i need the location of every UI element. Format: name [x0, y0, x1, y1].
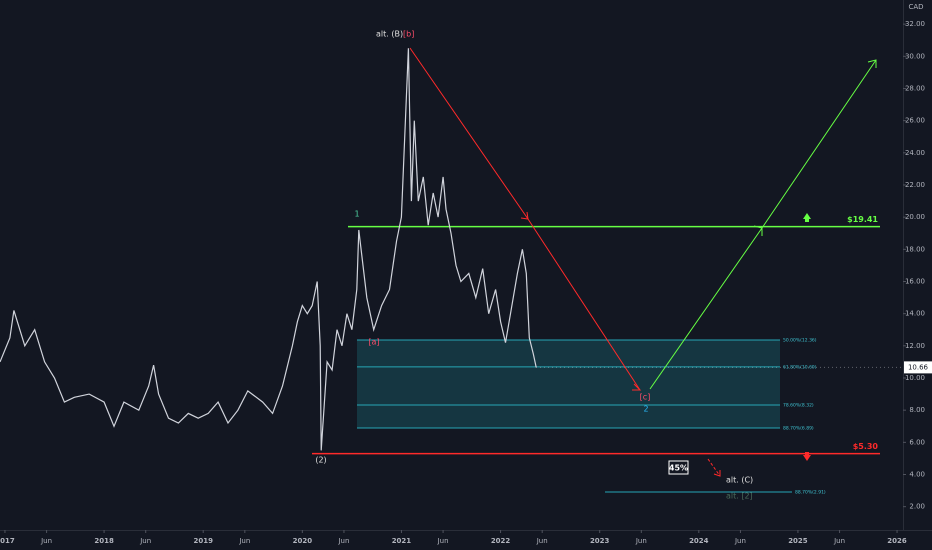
annotation: 1 [354, 210, 359, 219]
y-tick-label: 28.00 [905, 84, 925, 92]
x-tick-label: 2024 [689, 537, 709, 545]
y-tick-label: 32.00 [905, 20, 925, 28]
x-tick-label: 2020 [293, 537, 313, 545]
y-tick-label: 18.00 [905, 245, 925, 253]
x-tick-label: Jun [337, 537, 349, 545]
x-tick-label: 2022 [491, 537, 511, 545]
annotation: alt. [2] [726, 492, 753, 501]
arrow-head [632, 383, 642, 391]
x-tick-label: 2021 [392, 537, 412, 545]
unit-label: CAD [908, 3, 923, 11]
x-tick-label: 2018 [94, 537, 114, 545]
y-tick-label: 8.00 [909, 406, 925, 414]
annotation: (2) [315, 456, 326, 465]
last-price-label: 10.66 [908, 363, 929, 371]
x-tick-label: 2023 [590, 537, 610, 545]
up-arrow-icon [803, 213, 811, 222]
y-tick-label: 22.00 [905, 181, 925, 189]
x-tick-label: 2017 [0, 537, 15, 545]
percent-box [668, 460, 689, 475]
x-tick-label: 2026 [887, 537, 907, 545]
annotation: [a] [368, 338, 379, 347]
annotation: [c] [640, 393, 651, 402]
x-tick-label: Jun [139, 537, 151, 545]
y-tick-label: 20.00 [905, 213, 925, 221]
x-tick-label: Jun [635, 537, 647, 545]
level-label: $19.41 [847, 215, 878, 224]
fib-label: 78.60%(8.32) [783, 403, 814, 409]
y-tick-label: 24.00 [905, 149, 925, 157]
annotation: alt. (B) [376, 30, 403, 39]
y-tick-label: 12.00 [905, 342, 925, 350]
fib-zone [357, 340, 780, 429]
arrow-head [753, 225, 763, 236]
fib-label: 88.70%(6.89) [783, 426, 814, 432]
x-tick-label: 2019 [193, 537, 213, 545]
down-arrow-icon [803, 452, 811, 461]
x-tick-label: Jun [536, 537, 548, 545]
annotation: 45% [669, 464, 688, 473]
y-tick-label: 4.00 [909, 471, 925, 479]
dashed-arrow [707, 458, 721, 477]
x-tick-label: Jun [40, 537, 52, 545]
fib-label: 50.00%(12.36) [783, 338, 817, 344]
x-tick-label: Jun [437, 537, 449, 545]
last-price-box [904, 361, 932, 374]
x-tick-label: Jun [238, 537, 250, 545]
annotation: 2 [643, 405, 648, 414]
x-tick-label: Jun [833, 537, 845, 545]
fib-label: 88.70%(2.91) [795, 490, 826, 496]
annotation: alt. (C) [726, 476, 753, 485]
fib-label: 61.80%(10.69) [783, 364, 817, 370]
y-tick-label: 30.00 [905, 52, 925, 60]
x-tick-label: Jun [734, 537, 746, 545]
price-line [0, 48, 537, 451]
y-tick-label: 2.00 [909, 503, 925, 511]
arrow-head [713, 470, 721, 477]
y-tick-label: 10.00 [905, 374, 925, 382]
annotation: [b] [403, 30, 414, 39]
arrow-head [867, 59, 877, 68]
x-tick-label: 2025 [788, 537, 808, 545]
y-tick-label: 16.00 [905, 277, 925, 285]
level-label: $5.30 [853, 442, 879, 451]
y-tick-label: 6.00 [909, 438, 925, 446]
y-tick-label: 26.00 [905, 117, 925, 125]
y-tick-label: 14.00 [905, 310, 925, 318]
arrow-head [520, 211, 529, 220]
